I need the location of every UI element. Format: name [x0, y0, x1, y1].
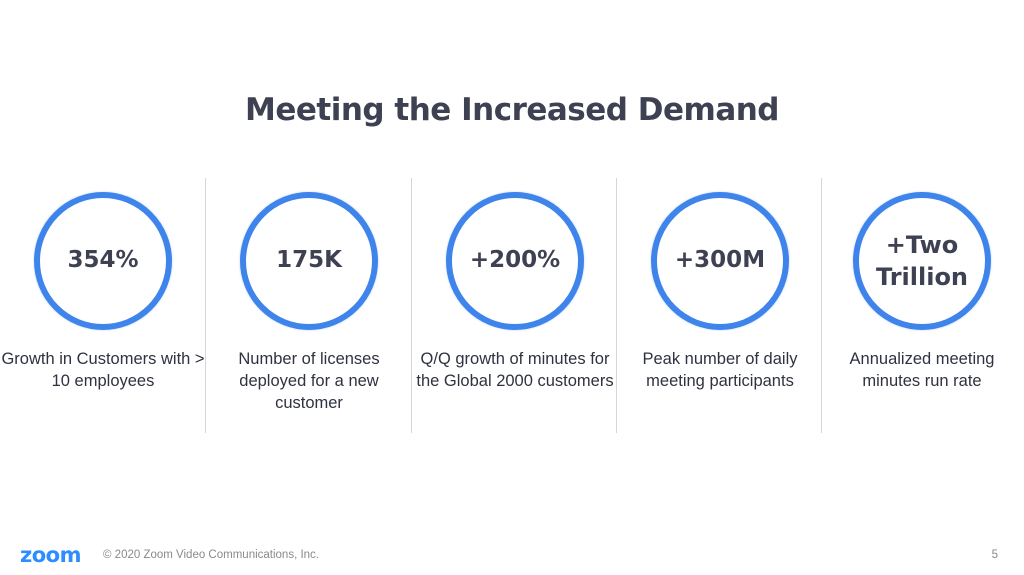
stat-value: +Two Trillion: [875, 230, 969, 291]
stats-row: 354% Growth in Customers with > 10 emplo…: [0, 178, 1024, 433]
stat-card-customer-growth: 354% Growth in Customers with > 10 emplo…: [0, 178, 206, 433]
stat-value: +300M: [674, 247, 766, 274]
stat-description: Growth in Customers with > 10 employees: [1, 350, 205, 390]
stat-card-daily-participants: +300M Peak number of daily meeting parti…: [617, 178, 823, 433]
stat-value: +200%: [469, 247, 561, 274]
stat-card-annualized-minutes: +Two Trillion Annualized meeting minutes…: [819, 178, 1024, 433]
stat-circle: +200%: [446, 192, 584, 330]
stat-circle: 175K: [240, 192, 378, 330]
stat-description: Peak number of daily meeting participant…: [642, 350, 798, 390]
column-divider: [411, 178, 412, 433]
stat-description: Annualized meeting minutes run rate: [849, 350, 995, 390]
stat-card-minutes-growth: +200% Q/Q growth of minutes for the Glob…: [412, 178, 618, 433]
stat-circle: +300M: [651, 192, 789, 330]
stat-card-licenses: 175K Number of licenses deployed for a n…: [206, 178, 412, 433]
stat-circle: +Two Trillion: [853, 192, 991, 330]
stat-value: 354%: [67, 247, 139, 274]
zoom-logo: zoom: [20, 543, 81, 567]
column-divider: [821, 178, 822, 433]
stat-description: Number of licenses deployed for a new cu…: [238, 350, 380, 412]
stat-circle: 354%: [34, 192, 172, 330]
copyright-notice: © 2020 Zoom Video Communications, Inc.: [103, 549, 320, 561]
column-divider: [616, 178, 617, 433]
page-number: 5: [991, 549, 998, 561]
stat-description: Q/Q growth of minutes for the Global 200…: [416, 350, 614, 390]
stat-value: 175K: [276, 247, 342, 274]
slide-title: Meeting the Increased Demand: [244, 92, 780, 128]
column-divider: [205, 178, 206, 433]
